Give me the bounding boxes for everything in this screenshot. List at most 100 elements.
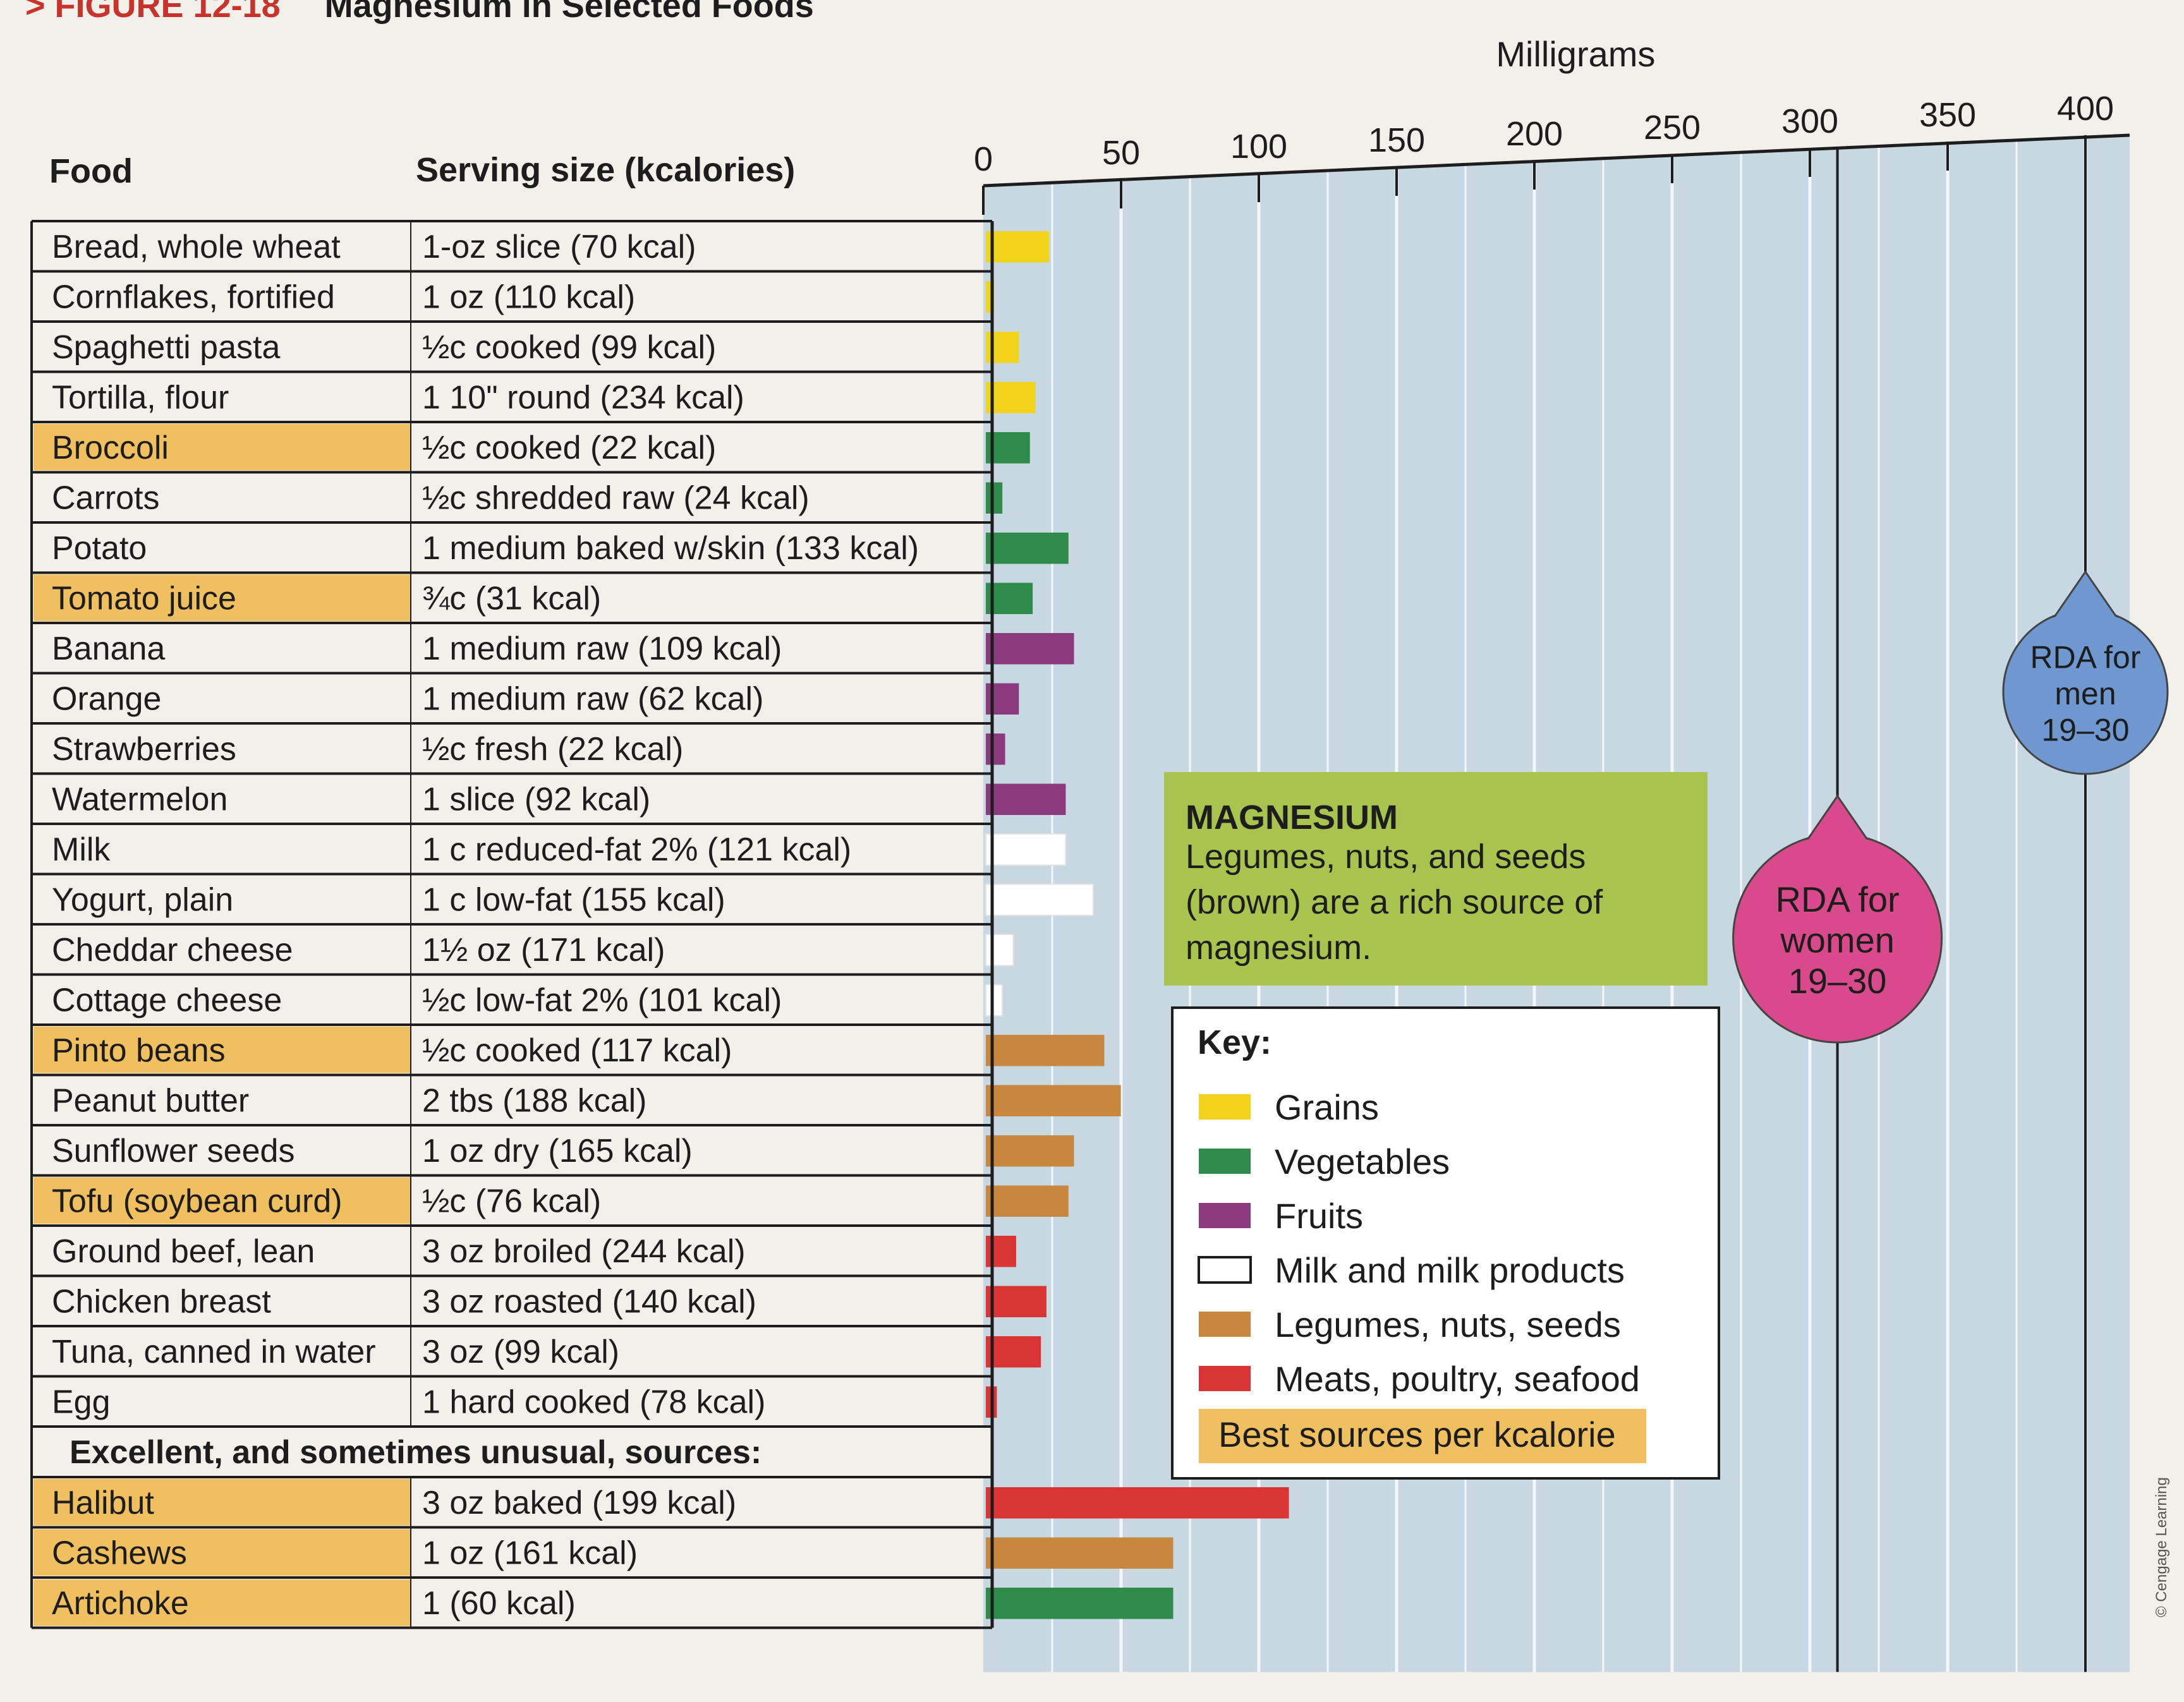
legend-best-swatch bbox=[1199, 1409, 1646, 1463]
x-tick-label: 0 bbox=[974, 140, 993, 178]
info-box-title: MAGNESIUM bbox=[1186, 799, 1398, 836]
food-name-cell: Peanut butter bbox=[52, 1082, 249, 1119]
food-name-cell: Banana bbox=[52, 631, 165, 667]
rda-label: RDA for bbox=[2030, 640, 2140, 675]
serving-size-cell: 1-oz slice (70 kcal) bbox=[422, 229, 696, 265]
info-box bbox=[1164, 772, 1708, 986]
serving-size-cell: 3 oz broiled (244 kcal) bbox=[422, 1233, 746, 1270]
x-tick-label: 250 bbox=[1644, 109, 1701, 147]
legend-swatch-meats bbox=[1199, 1366, 1251, 1391]
info-box-text: Legumes, nuts, and seeds bbox=[1186, 838, 1586, 876]
serving-size-cell: 1 10" round (234 kcal) bbox=[422, 379, 744, 416]
serving-size-cell: 1 c reduced-fat 2% (121 kcal) bbox=[422, 831, 851, 868]
legend-label: Vegetables bbox=[1275, 1142, 1450, 1181]
food-name-cell: Tomato juice bbox=[52, 580, 236, 617]
x-tick-label: 400 bbox=[2057, 90, 2114, 128]
legend-label: Fruits bbox=[1275, 1196, 1363, 1236]
serving-size-cell: 1 slice (92 kcal) bbox=[422, 781, 650, 818]
x-tick-label: 50 bbox=[1102, 134, 1140, 172]
bar-grains bbox=[986, 231, 1050, 263]
serving-size-cell: 3 oz baked (199 kcal) bbox=[422, 1485, 736, 1521]
legend-label: Milk and milk products bbox=[1275, 1250, 1625, 1290]
rda-label: 19–30 bbox=[2041, 713, 2129, 748]
x-axis-title: Milligrams bbox=[1496, 34, 1655, 74]
legend-swatch-milk bbox=[1198, 1256, 1252, 1284]
section-row-bg bbox=[32, 1427, 992, 1477]
food-name-cell: Sunflower seeds bbox=[52, 1133, 294, 1169]
food-name-cell: Tuna, canned in water bbox=[52, 1334, 376, 1370]
food-name-cell: Ground beef, lean bbox=[52, 1233, 315, 1270]
bar-fruits bbox=[986, 783, 1066, 815]
bar-milk bbox=[985, 833, 1067, 866]
food-name-cell: Chicken breast bbox=[52, 1283, 271, 1320]
serving-size-cell: 1 oz (161 kcal) bbox=[422, 1535, 638, 1571]
best-source-highlight bbox=[33, 1177, 411, 1224]
bar-legumes bbox=[986, 1185, 1069, 1217]
legend-swatch-grains bbox=[1199, 1094, 1251, 1120]
rda-badge-fill bbox=[1734, 835, 1941, 1041]
legend-swatch-legumes bbox=[1199, 1312, 1251, 1337]
x-tick-label: 150 bbox=[1368, 121, 1425, 159]
bar-legumes bbox=[986, 1085, 1121, 1116]
serving-size-cell: ½c shredded raw (24 kcal) bbox=[422, 480, 810, 516]
serving-size-cell: 1 medium raw (62 kcal) bbox=[422, 680, 763, 717]
food-name-cell: Cheddar cheese bbox=[52, 932, 293, 969]
bar-milk bbox=[985, 984, 1004, 1017]
bar-meats bbox=[986, 1487, 1289, 1519]
bar-legumes bbox=[986, 1135, 1074, 1167]
food-name-cell: Pinto beans bbox=[52, 1032, 226, 1069]
serving-size-cell: 1 medium baked w/skin (133 kcal) bbox=[422, 530, 919, 567]
serving-size-cell: ½c fresh (22 kcal) bbox=[422, 731, 683, 768]
legend-title: Key: bbox=[1198, 1023, 1271, 1061]
food-name-cell: Tortilla, flour bbox=[52, 379, 229, 416]
food-name-cell: Orange bbox=[52, 680, 161, 717]
bar-vegetables bbox=[986, 1588, 1174, 1619]
serving-size-cell: ½c cooked (22 kcal) bbox=[422, 430, 716, 466]
food-name-cell: Artichoke bbox=[52, 1585, 189, 1622]
food-name-cell: Cottage cheese bbox=[52, 982, 282, 1018]
serving-size-cell: 2 tbs (188 kcal) bbox=[422, 1082, 647, 1119]
section-label: Excellent, and sometimes unusual, source… bbox=[70, 1434, 761, 1471]
legend-swatch-vegetables bbox=[1199, 1149, 1251, 1174]
serving-size-cell: 1 hard cooked (78 kcal) bbox=[422, 1384, 765, 1420]
serving-size-cell: 1 oz dry (165 kcal) bbox=[422, 1133, 693, 1169]
bar-meats bbox=[986, 1236, 1016, 1267]
legend-box bbox=[1171, 1006, 1720, 1480]
legend-label: Grains bbox=[1275, 1087, 1379, 1127]
serving-size-cell: 1½ oz (171 kcal) bbox=[422, 932, 665, 969]
food-name-cell: Yogurt, plain bbox=[52, 881, 233, 918]
food-name-cell: Spaghetti pasta bbox=[52, 329, 280, 366]
figure-caption: > FIGURE 12-18 Magnesium in Selected Food… bbox=[25, 0, 814, 25]
food-name-cell: Watermelon bbox=[52, 781, 228, 818]
bar-milk bbox=[985, 934, 1014, 967]
bar-meats bbox=[986, 1286, 1046, 1317]
serving-size-cell: 1 oz (110 kcal) bbox=[422, 279, 635, 315]
food-name-cell: Milk bbox=[52, 831, 111, 868]
food-column-header: Food bbox=[49, 152, 133, 190]
food-name-cell: Strawberries bbox=[52, 731, 236, 768]
bar-legumes bbox=[986, 1537, 1174, 1569]
x-tick-label: 300 bbox=[1781, 102, 1838, 140]
serving-size-cell: ½c cooked (99 kcal) bbox=[422, 329, 716, 366]
rda-badge-fill bbox=[2005, 611, 2166, 773]
legend-label: Meats, poultry, seafood bbox=[1275, 1359, 1640, 1399]
bar-vegetables bbox=[986, 482, 1003, 514]
legend-swatch-fruits bbox=[1199, 1203, 1251, 1228]
best-source-highlight bbox=[33, 1579, 411, 1626]
serving-size-cell: 3 oz (99 kcal) bbox=[422, 1334, 619, 1370]
rda-label: women bbox=[1780, 920, 1895, 960]
serving-size-cell: 3 oz roasted (140 kcal) bbox=[422, 1283, 756, 1320]
bar-grains bbox=[986, 382, 1036, 413]
food-name-cell: Tofu (soybean curd) bbox=[52, 1183, 343, 1219]
food-name-cell: Egg bbox=[52, 1384, 111, 1420]
food-name-cell: Potato bbox=[52, 530, 147, 567]
food-name-cell: Bread, whole wheat bbox=[52, 229, 341, 265]
figure-title: Magnesium in Selected Foods bbox=[324, 0, 814, 25]
info-box-text: (brown) are a rich source of bbox=[1186, 883, 1603, 921]
rda-label: RDA for bbox=[1776, 879, 1900, 919]
serving-column-header: Serving size (kcalories) bbox=[416, 151, 796, 189]
x-tick-label: 200 bbox=[1506, 115, 1563, 153]
food-name-cell: Broccoli bbox=[52, 430, 169, 466]
